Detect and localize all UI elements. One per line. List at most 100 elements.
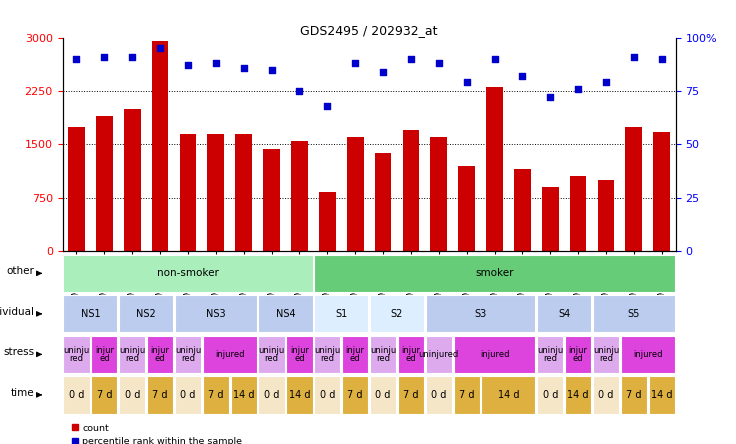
Text: uninju
red: uninju red bbox=[63, 346, 90, 363]
Text: time: time bbox=[11, 388, 35, 398]
Bar bbox=[459, 166, 475, 251]
Text: S5: S5 bbox=[628, 309, 640, 319]
Point bbox=[489, 56, 500, 63]
Text: NS1: NS1 bbox=[81, 309, 100, 319]
Bar bbox=[342, 336, 368, 373]
Bar bbox=[342, 376, 368, 413]
Point bbox=[127, 53, 138, 60]
Bar bbox=[370, 376, 396, 413]
Bar bbox=[258, 295, 313, 333]
Text: 14 d: 14 d bbox=[651, 390, 673, 400]
Text: S2: S2 bbox=[391, 309, 403, 319]
Bar bbox=[63, 336, 90, 373]
Point bbox=[433, 60, 445, 67]
Point bbox=[405, 56, 417, 63]
Bar bbox=[620, 376, 647, 413]
Bar bbox=[147, 376, 173, 413]
Bar bbox=[314, 255, 675, 292]
Bar bbox=[63, 295, 118, 333]
Text: uninju
red: uninju red bbox=[119, 346, 145, 363]
Bar bbox=[68, 127, 85, 251]
Text: 14 d: 14 d bbox=[567, 390, 589, 400]
Text: uninju
red: uninju red bbox=[175, 346, 201, 363]
Bar bbox=[208, 134, 224, 251]
Text: uninju
red: uninju red bbox=[314, 346, 341, 363]
Point bbox=[266, 66, 277, 73]
Bar bbox=[654, 131, 670, 251]
Bar bbox=[425, 295, 536, 333]
Text: non-smoker: non-smoker bbox=[157, 268, 219, 278]
Bar bbox=[119, 295, 173, 333]
Text: 7 d: 7 d bbox=[96, 390, 112, 400]
Bar bbox=[537, 336, 563, 373]
Bar bbox=[537, 295, 591, 333]
Bar bbox=[403, 130, 420, 251]
Bar bbox=[152, 41, 169, 251]
Text: S1: S1 bbox=[335, 309, 347, 319]
Bar bbox=[542, 187, 559, 251]
Text: NS3: NS3 bbox=[206, 309, 226, 319]
Point bbox=[517, 72, 528, 79]
Text: NS4: NS4 bbox=[276, 309, 295, 319]
Bar bbox=[593, 336, 619, 373]
Bar bbox=[425, 336, 452, 373]
Bar bbox=[626, 127, 643, 251]
Bar bbox=[537, 376, 563, 413]
Point bbox=[545, 94, 556, 101]
Text: 0 d: 0 d bbox=[319, 390, 335, 400]
Bar bbox=[147, 336, 173, 373]
Point bbox=[656, 56, 668, 63]
Bar bbox=[258, 376, 285, 413]
Point bbox=[238, 64, 250, 71]
Point bbox=[71, 56, 82, 63]
Text: 14 d: 14 d bbox=[233, 390, 255, 400]
Text: uninju
red: uninju red bbox=[258, 346, 285, 363]
Bar bbox=[63, 376, 90, 413]
Bar bbox=[314, 376, 341, 413]
Bar bbox=[91, 336, 118, 373]
Text: 7 d: 7 d bbox=[459, 390, 475, 400]
Bar bbox=[514, 169, 531, 251]
Bar bbox=[370, 336, 396, 373]
Text: 7 d: 7 d bbox=[626, 390, 642, 400]
Legend: count, percentile rank within the sample: count, percentile rank within the sample bbox=[67, 420, 246, 444]
Text: 14 d: 14 d bbox=[289, 390, 310, 400]
Bar bbox=[620, 336, 675, 373]
Bar bbox=[347, 137, 364, 251]
Text: injured: injured bbox=[480, 350, 509, 359]
Point bbox=[572, 85, 584, 92]
Bar bbox=[175, 376, 201, 413]
Bar bbox=[286, 336, 313, 373]
Text: 0 d: 0 d bbox=[598, 390, 614, 400]
Bar bbox=[314, 295, 368, 333]
Text: 0 d: 0 d bbox=[68, 390, 84, 400]
Text: S3: S3 bbox=[475, 309, 486, 319]
Bar bbox=[598, 180, 615, 251]
Bar bbox=[175, 336, 201, 373]
Bar bbox=[565, 336, 591, 373]
Title: GDS2495 / 202932_at: GDS2495 / 202932_at bbox=[300, 24, 438, 36]
Text: injured: injured bbox=[633, 350, 662, 359]
Point bbox=[99, 53, 110, 60]
Text: injured: injured bbox=[215, 350, 244, 359]
Text: 0 d: 0 d bbox=[180, 390, 196, 400]
Text: stress: stress bbox=[3, 347, 35, 357]
Point bbox=[600, 79, 612, 86]
Bar bbox=[263, 149, 280, 251]
Bar bbox=[96, 116, 113, 251]
Bar bbox=[453, 336, 536, 373]
Text: 0 d: 0 d bbox=[124, 390, 140, 400]
Text: uninju
red: uninju red bbox=[370, 346, 396, 363]
Bar bbox=[593, 376, 619, 413]
Text: injur
ed: injur ed bbox=[95, 346, 114, 363]
Bar bbox=[593, 295, 675, 333]
Text: injur
ed: injur ed bbox=[151, 346, 169, 363]
Text: uninjured: uninjured bbox=[419, 350, 459, 359]
Bar bbox=[319, 192, 336, 251]
Bar bbox=[397, 376, 424, 413]
Bar bbox=[202, 376, 229, 413]
Text: uninju
red: uninju red bbox=[593, 346, 619, 363]
Point bbox=[628, 53, 640, 60]
Bar bbox=[202, 336, 257, 373]
Bar bbox=[453, 376, 480, 413]
